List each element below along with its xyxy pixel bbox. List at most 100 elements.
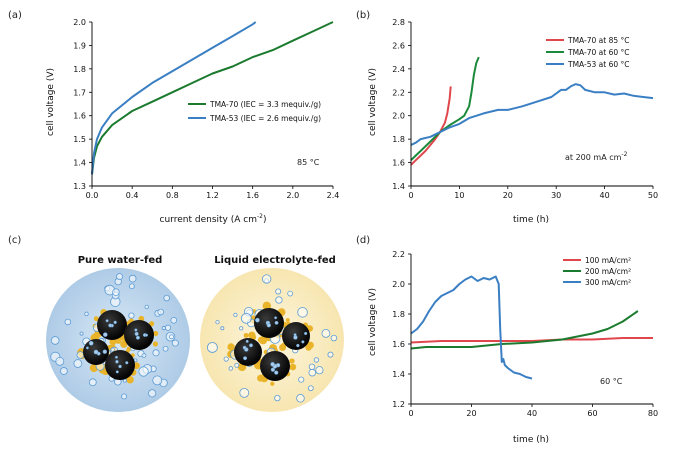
gas-bubble	[233, 312, 238, 317]
gas-bubble	[144, 304, 149, 310]
gas-bubble	[239, 326, 244, 331]
x-tick-label-d: 0	[408, 409, 413, 418]
catalyst-particle	[234, 338, 262, 366]
gas-bubble	[129, 283, 135, 290]
gas-bubble	[112, 288, 120, 296]
gas-bubble	[239, 388, 250, 398]
legend-b-tma53-60: TMA-53 at 60 °C	[567, 60, 630, 69]
ionomer-blob	[153, 330, 159, 337]
y-tick-label-b: 1.8	[392, 135, 405, 144]
surface-bubble	[134, 328, 138, 332]
gas-bubble	[207, 342, 218, 353]
surface-bubble	[274, 370, 279, 375]
y-tick-label-a: 1.7	[73, 88, 86, 97]
y-tick-label-a: 1.5	[73, 135, 86, 144]
surface-bubble	[301, 340, 305, 344]
gas-bubble	[315, 366, 324, 375]
gas-bubble	[121, 393, 128, 400]
ionomer-blob	[152, 341, 159, 347]
x-tick-label-a: 0.8	[166, 191, 179, 200]
gas-bubble	[308, 368, 317, 377]
panel-d-chart: 0 20 40 60 80 1.2 1.4 1.6 1.8 2.0 2.2 time (h) cel…	[368, 250, 658, 445]
legend-d-300: 300 mA/cm²	[585, 278, 631, 287]
surface-bubble	[103, 332, 108, 337]
series-line-d-2	[410, 275, 533, 380]
gas-bubble	[164, 324, 172, 331]
legend-b-tma70-85: TMA-70 at 85 °C	[567, 36, 630, 45]
ionomer-blob	[305, 344, 312, 351]
panel-c-schematic: Pure water-fed Liquid electrolyte-fed	[46, 255, 344, 412]
gas-bubble	[223, 356, 229, 362]
gas-bubble	[141, 353, 147, 358]
gas-bubble	[321, 329, 331, 338]
series-line-a-0	[91, 21, 334, 175]
gas-bubble	[220, 326, 225, 331]
x-tick-label-b: 30	[551, 191, 561, 200]
panel-b-ylabel: cell voltage (V)	[368, 68, 378, 136]
y-tick-label-b: 1.4	[392, 182, 405, 191]
surface-bubble	[115, 359, 119, 364]
panel-d-annotation: 60 °C	[600, 377, 623, 386]
y-tick-label-b: 1.6	[392, 159, 405, 168]
y-tick-label-d: 1.8	[392, 310, 405, 319]
x-tick-label-d: 80	[648, 409, 658, 418]
x-tick-label-b: 20	[503, 191, 513, 200]
surface-bubble	[135, 335, 140, 340]
surface-bubble	[85, 346, 89, 350]
surface-bubble	[270, 362, 275, 367]
gas-bubble	[152, 349, 160, 357]
series-line-d-1	[410, 310, 639, 350]
surface-bubble	[243, 356, 248, 361]
y-tick-label-d: 1.4	[392, 370, 405, 379]
y-tick-label-a: 2.0	[73, 18, 86, 27]
ionomer-blob	[270, 381, 275, 386]
ionomer-blob	[126, 375, 134, 384]
ionomer-blob	[257, 336, 265, 343]
gas-bubble	[59, 367, 68, 375]
surface-bubble	[270, 367, 276, 372]
surface-bubble	[115, 370, 119, 374]
schematic-left-title: Pure water-fed	[78, 255, 163, 266]
x-tick-label-b: 40	[600, 191, 610, 200]
gas-bubble	[73, 359, 83, 368]
gas-bubble	[162, 345, 169, 352]
y-tick-label-b: 2.2	[392, 88, 405, 97]
gas-bubble	[240, 312, 252, 324]
gas-bubble	[170, 316, 178, 324]
ionomer-blob	[243, 332, 249, 338]
gas-bubble	[169, 334, 174, 340]
surface-bubble	[93, 349, 99, 355]
gas-bubble	[163, 294, 170, 302]
catalyst-particle	[124, 320, 154, 350]
y-tick-label-d: 1.2	[392, 400, 405, 409]
panel-c-label: (c)	[8, 235, 21, 246]
ionomer-blob	[256, 362, 261, 367]
gas-bubble	[138, 366, 149, 377]
surface-bubble	[144, 333, 148, 337]
series-line-b-0	[410, 86, 452, 166]
y-tick-label-b: 2.4	[392, 65, 405, 74]
series-line-b-2	[410, 83, 654, 146]
series-line-a-1	[91, 21, 257, 175]
y-tick-label-a: 1.9	[73, 41, 86, 50]
panel-b-chart: 0 10 20 30 40 50 1.4 1.6 1.8 2.0 2.2 2.4 2.6 2.8 time…	[368, 18, 658, 225]
ionomer-blob	[285, 318, 290, 323]
surface-bubble	[249, 343, 253, 348]
x-tick-label-d: 20	[466, 409, 476, 418]
surface-bubble	[118, 364, 122, 369]
legend-b-tma70-60: TMA-70 at 60 °C	[567, 48, 630, 57]
gas-bubble	[84, 311, 89, 317]
panel-b-xlabel: time (h)	[513, 215, 549, 225]
panel-d-label: (d)	[356, 235, 370, 246]
gas-bubble	[287, 290, 293, 297]
y-tick-label-a: 1.3	[73, 182, 86, 191]
gas-bubble	[298, 376, 305, 383]
y-tick-label-d: 2.0	[392, 280, 405, 289]
surface-bubble	[102, 349, 108, 354]
x-tick-label-a: 1.2	[206, 191, 219, 200]
gas-bubble	[297, 307, 308, 318]
gas-bubble	[330, 334, 338, 342]
y-tick-label-d: 2.2	[392, 250, 405, 259]
ionomer-blob	[262, 301, 272, 311]
